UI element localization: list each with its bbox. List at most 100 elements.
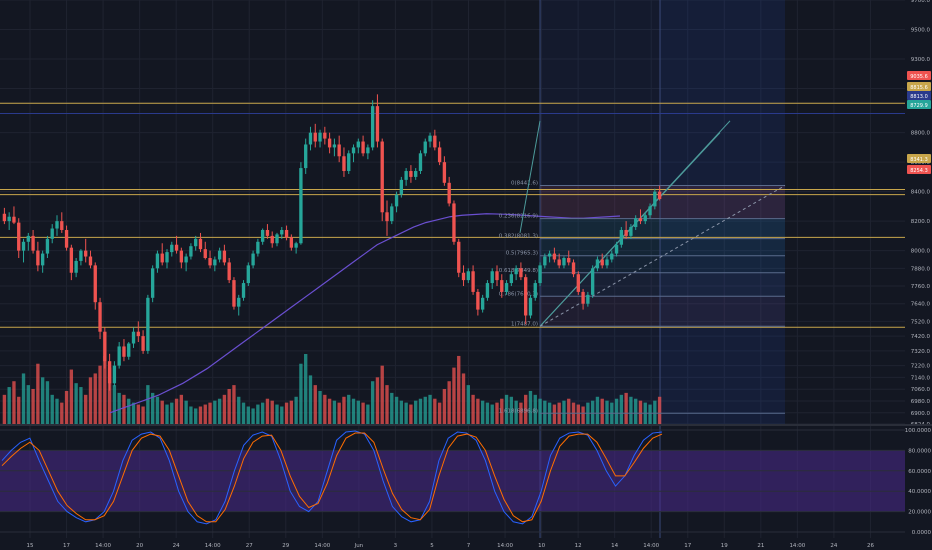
candle-body xyxy=(12,216,16,223)
stoch-band xyxy=(0,450,905,512)
candle-body xyxy=(442,162,447,183)
fib-retracement[interactable]: 0(8441.6) 0.236(8216.9) 0.382(8081.3) 0.5(7… xyxy=(499,181,785,415)
candle-body xyxy=(562,257,566,266)
price-tick-label: 7060.0 xyxy=(911,387,931,393)
volume-bar xyxy=(567,398,571,424)
volume-bar xyxy=(500,398,504,424)
candle-body xyxy=(619,229,624,245)
volume-bar xyxy=(284,402,289,424)
candle-body xyxy=(170,244,174,253)
price-tick-label: 9300.0 xyxy=(911,57,931,63)
candle-body xyxy=(284,229,289,238)
candle-body xyxy=(485,283,490,298)
price-badge xyxy=(907,100,931,109)
candle-body xyxy=(265,229,270,236)
fib-diagonal[interactable] xyxy=(539,185,786,327)
candle-body xyxy=(653,191,657,207)
volume-bar xyxy=(347,394,351,424)
candle-body xyxy=(45,238,50,254)
volume-bar xyxy=(476,398,480,424)
price-tick-label: 6980.0 xyxy=(911,399,931,405)
candle-body xyxy=(524,277,528,316)
volume-bar xyxy=(122,394,126,424)
fib-level-label: 1(7487.0) xyxy=(511,321,538,327)
candle-body xyxy=(495,271,499,281)
candle-body xyxy=(447,182,451,204)
time-tick-label: 14:00 xyxy=(314,543,330,549)
volume-bar xyxy=(84,394,88,424)
fib-level-label: 0(8441.6) xyxy=(511,181,538,187)
volume-bar xyxy=(136,404,140,424)
volume-bar xyxy=(251,408,255,424)
volume-bar xyxy=(179,394,184,424)
candle-body xyxy=(657,191,662,200)
candle-body xyxy=(433,135,437,148)
candle-body xyxy=(600,259,604,266)
volume-bar xyxy=(79,387,83,424)
volume-bar xyxy=(194,408,198,424)
candle-body xyxy=(280,229,284,235)
volume-bar xyxy=(514,400,518,424)
candle-body xyxy=(504,283,509,292)
candle-body xyxy=(150,268,155,298)
time-axis[interactable]: 15 17 14:00 20 24 14:00 27 29 14:00 Jun 3 5 7 14:00 10… xyxy=(0,538,932,550)
volume-bar xyxy=(394,396,399,424)
volume-bar xyxy=(270,400,274,424)
candle-body xyxy=(213,259,217,266)
volume-bar xyxy=(7,387,11,424)
candle-body xyxy=(409,171,413,177)
projection-zone xyxy=(660,0,785,424)
candle-body xyxy=(198,238,203,250)
volume-bar xyxy=(17,396,21,424)
candle-body xyxy=(174,244,179,251)
trend-ray[interactable] xyxy=(519,120,541,234)
candle-body xyxy=(519,268,523,278)
volume-bar xyxy=(217,398,222,424)
price-badge xyxy=(907,154,931,163)
price-tick-label: 7640.0 xyxy=(911,302,931,308)
time-tick-label: 26 xyxy=(867,543,874,549)
candle-body xyxy=(466,271,470,281)
volume-bar xyxy=(237,396,241,424)
price-badge xyxy=(907,91,931,100)
price-axis[interactable]: 6824.06900.06980.07060.07140.07220.07320… xyxy=(905,0,932,428)
volume-bar xyxy=(409,404,413,424)
volume-bar xyxy=(366,404,370,424)
candle-body xyxy=(241,283,246,298)
volume-bar xyxy=(21,373,26,424)
candle-body xyxy=(270,235,274,244)
volume-bar xyxy=(246,406,250,424)
volume-bar xyxy=(198,406,203,424)
volume-bar xyxy=(150,392,155,424)
volume-bar xyxy=(31,389,35,424)
volume-bar xyxy=(619,394,624,424)
volume-bar xyxy=(294,396,298,424)
volume-bar xyxy=(241,402,246,424)
volume-bar xyxy=(40,377,45,424)
fib-level-label: 1.618(6896.8) xyxy=(499,408,538,414)
time-tick-label: 17 xyxy=(684,543,691,549)
time-tick-label: 12 xyxy=(575,543,582,549)
candle-body xyxy=(480,297,485,310)
date-range-zone xyxy=(540,0,660,424)
fib-level-label: 0.786(7690.3) xyxy=(499,291,538,297)
candle-body xyxy=(184,256,188,263)
candle-body xyxy=(122,346,126,357)
stochastic-axis[interactable]: 100.0000 80.0000 60.0000 40.0000 20.0000 0.00… xyxy=(905,428,932,536)
candle-body xyxy=(624,229,628,236)
candle-body xyxy=(194,238,198,247)
candle-body xyxy=(638,218,643,222)
volume-bar xyxy=(327,398,332,424)
price-badge xyxy=(907,82,931,91)
candle-body xyxy=(414,171,418,177)
volume-bar xyxy=(442,389,447,424)
candle-body xyxy=(528,297,533,316)
price-tick-label: 7320.0 xyxy=(911,349,931,355)
candle-body xyxy=(323,132,327,139)
volume-bar xyxy=(418,398,423,424)
candle-body xyxy=(155,253,160,269)
fib-zone xyxy=(540,296,785,327)
candle-body xyxy=(93,265,97,303)
candle-body xyxy=(222,250,227,263)
